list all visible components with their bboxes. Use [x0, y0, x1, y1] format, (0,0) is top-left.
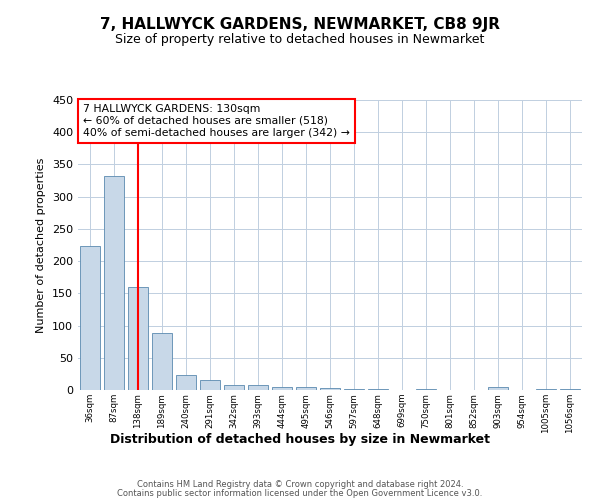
Text: Size of property relative to detached houses in Newmarket: Size of property relative to detached ho…: [115, 32, 485, 46]
Bar: [296, 388, 316, 390]
Bar: [248, 386, 268, 390]
Bar: [152, 334, 172, 390]
Bar: [80, 246, 100, 390]
Text: Distribution of detached houses by size in Newmarket: Distribution of detached houses by size …: [110, 432, 490, 446]
Bar: [320, 388, 340, 390]
Text: Contains public sector information licensed under the Open Government Licence v3: Contains public sector information licen…: [118, 489, 482, 498]
Bar: [200, 380, 220, 390]
Y-axis label: Number of detached properties: Number of detached properties: [37, 158, 46, 332]
Bar: [104, 176, 124, 390]
Bar: [224, 386, 244, 390]
Text: 7 HALLWYCK GARDENS: 130sqm
← 60% of detached houses are smaller (518)
40% of sem: 7 HALLWYCK GARDENS: 130sqm ← 60% of deta…: [83, 104, 350, 138]
Bar: [488, 388, 508, 390]
Text: Contains HM Land Registry data © Crown copyright and database right 2024.: Contains HM Land Registry data © Crown c…: [137, 480, 463, 489]
Bar: [272, 388, 292, 390]
Bar: [128, 287, 148, 390]
Bar: [176, 374, 196, 390]
Text: 7, HALLWYCK GARDENS, NEWMARKET, CB8 9JR: 7, HALLWYCK GARDENS, NEWMARKET, CB8 9JR: [100, 18, 500, 32]
